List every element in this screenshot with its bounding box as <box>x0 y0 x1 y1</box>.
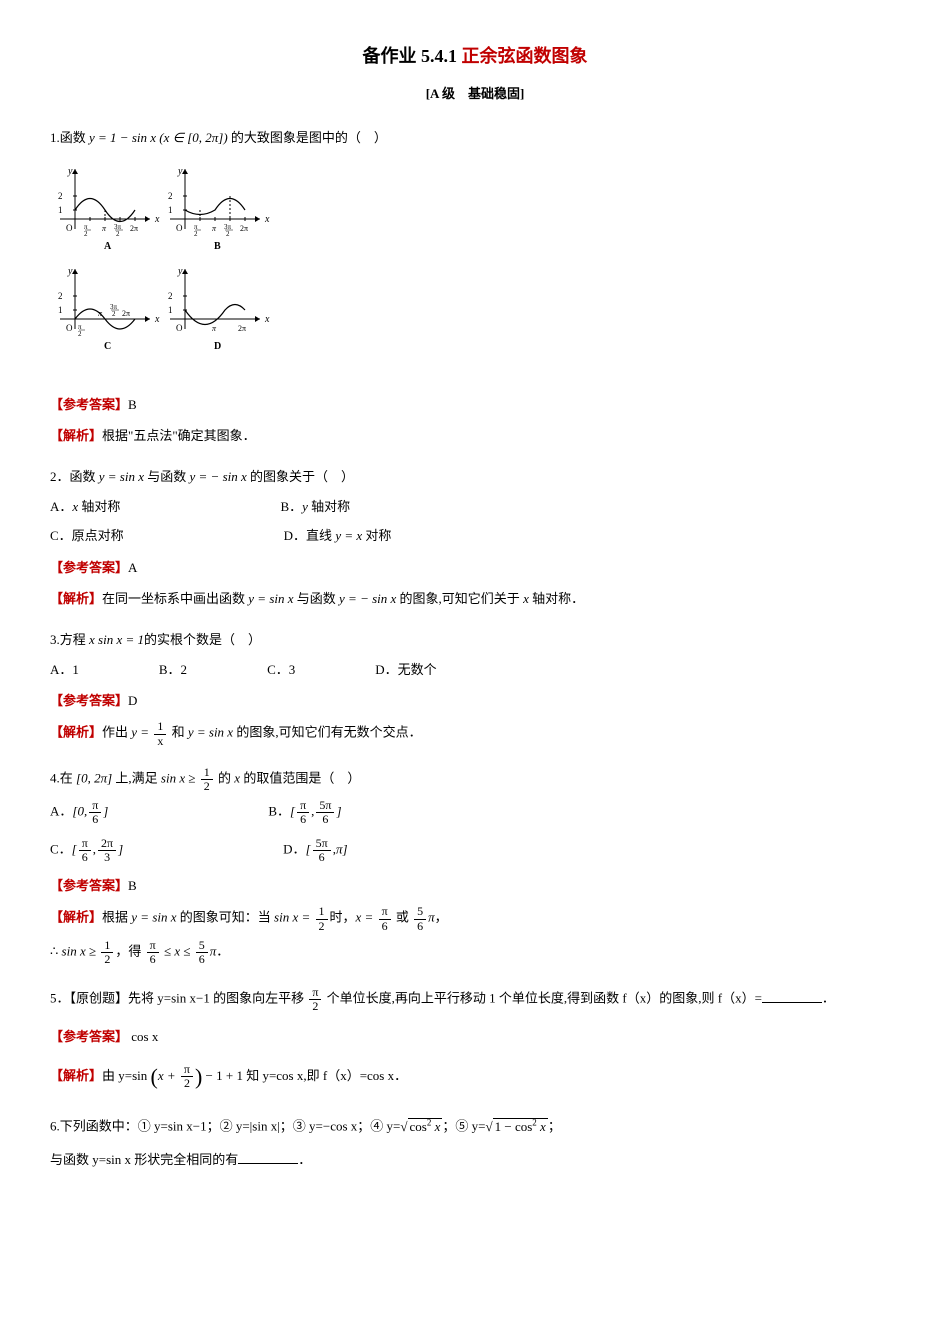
q3-answer: 【参考答案】D <box>50 689 900 712</box>
q5-analysis: 【解析】由 y=sin (x + π2) − 1 + 1 知 y=cos x,即… <box>50 1057 900 1097</box>
svg-text:1: 1 <box>58 305 63 315</box>
blank <box>762 990 822 1003</box>
svg-text:2: 2 <box>58 291 63 301</box>
analysis-label: 【解析】 <box>50 428 102 443</box>
svg-text:1: 1 <box>58 205 63 215</box>
svg-text:1: 1 <box>168 305 173 315</box>
q4-analysis-2: ∴ sin x ≥ 12，得 π6 ≤ x ≤ 56π． <box>50 939 900 966</box>
q2-optC: C．原点对称 <box>50 524 124 547</box>
svg-text:B: B <box>214 241 221 252</box>
q1-pre: 1.函数 <box>50 130 89 145</box>
svg-text:x: x <box>264 314 270 325</box>
svg-text:π: π <box>212 324 217 333</box>
q3-optB: B．2 <box>159 658 187 681</box>
svg-text:2: 2 <box>112 310 116 318</box>
q1-analysis: 【解析】根据"五点法"确定其图象． <box>50 424 900 447</box>
answer-label: 【参考答案】 <box>50 397 128 412</box>
blank <box>238 1151 298 1164</box>
svg-text:2: 2 <box>194 230 198 238</box>
svg-text:x: x <box>264 214 270 225</box>
svg-text:x: x <box>154 214 160 225</box>
q1-answer: 【参考答案】B <box>50 393 900 416</box>
svg-text:2π: 2π <box>122 309 130 318</box>
q4-optD: D．[5π6,π] <box>283 837 347 864</box>
q4-options: A．[0,π6] B．[π6,5π6] C．[π6,2π3] D．[5π6,π] <box>50 799 900 864</box>
q2-stem: 2．函数 y = sin x 与函数 y = − sin x 的图象关于（ ） <box>50 465 900 488</box>
svg-text:O: O <box>176 323 183 333</box>
q4-analysis: 【解析】根据 y = sin x 的图象可知：当 sin x = 12时，x =… <box>50 905 900 932</box>
svg-text:2π: 2π <box>130 224 138 233</box>
svg-text:y: y <box>67 266 73 277</box>
q5-answer: 【参考答案】 cos x <box>50 1025 900 1048</box>
svg-text:2: 2 <box>168 291 173 301</box>
svg-text:π: π <box>212 224 217 233</box>
svg-text:2: 2 <box>168 191 173 201</box>
title-prefix: 备作业 5.4.1 <box>363 46 462 66</box>
q4-stem: 4.在 [0, 2π] 上,满足 sin x ≥ 12 的 x 的取值范围是（ … <box>50 766 900 793</box>
q6-line2: 与函数 y=sin x 形状完全相同的有． <box>50 1148 900 1171</box>
svg-text:2: 2 <box>116 230 120 238</box>
svg-text:y: y <box>177 166 183 177</box>
q5-stem: 5．【原创题】先将 y=sin x−1 的图象向左平移 π2 个单位长度,再向上… <box>50 986 900 1013</box>
svg-text:x: x <box>154 314 160 325</box>
q3-optC: C．3 <box>267 658 295 681</box>
q1-stem: 1.函数 y = 1 − sin x (x ∈ [0, 2π]) 的大致图象是图… <box>50 126 900 149</box>
q1-post: 的大致图象是图中的（ ） <box>228 130 387 145</box>
q3-options: A．1 B．2 C．3 D．无数个 <box>50 658 900 681</box>
svg-text:2π: 2π <box>240 224 248 233</box>
q2-optD: D．直线 y = x 对称 <box>284 524 392 547</box>
q4-optB: B．[π6,5π6] <box>268 799 341 826</box>
q3-optD: D．无数个 <box>375 658 436 681</box>
subtitle: [A 级 基础稳固] <box>50 82 900 105</box>
svg-text:π: π <box>102 224 107 233</box>
svg-text:1: 1 <box>168 205 173 215</box>
svg-text:O: O <box>66 223 73 233</box>
svg-text:2: 2 <box>226 230 230 238</box>
q1-math: y = 1 − sin x (x ∈ [0, 2π]) <box>89 130 228 145</box>
svg-text:C: C <box>104 341 111 352</box>
title-main: 正余弦函数图象 <box>462 46 588 66</box>
q4-optA: A．[0,π6] <box>50 799 108 826</box>
q6-stem: 6.下列函数中：① y=sin x−1；② y=|sin x|；③ y=−cos… <box>50 1114 900 1138</box>
svg-text:O: O <box>66 323 73 333</box>
svg-text:2: 2 <box>58 191 63 201</box>
q3-analysis: 【解析】作出 y = 1x 和 y = sin x 的图象,可知它们有无数个交点… <box>50 720 900 747</box>
q2-analysis: 【解析】在同一坐标系中画出函数 y = sin x 与函数 y = − sin … <box>50 587 900 610</box>
q1-answer-val: B <box>128 397 137 412</box>
svg-text:A: A <box>104 241 112 252</box>
q2-answer: 【参考答案】A <box>50 556 900 579</box>
svg-text:2π: 2π <box>238 324 246 333</box>
q1-figure: x y O 1 2 π 2 π 3π 2 2π A x y O 1 2 <box>50 159 900 386</box>
q4-answer: 【参考答案】B <box>50 874 900 897</box>
svg-text:2: 2 <box>78 330 82 338</box>
svg-text:y: y <box>67 166 73 177</box>
svg-text:2: 2 <box>84 230 88 238</box>
q4-optC: C．[π6,2π3] <box>50 837 123 864</box>
q2-options: A．x 轴对称 B．y 轴对称 C．原点对称 D．直线 y = x 对称 <box>50 495 900 548</box>
svg-text:O: O <box>176 223 183 233</box>
q3-optA: A．1 <box>50 658 79 681</box>
q2-optB: B．y 轴对称 <box>280 495 350 518</box>
svg-text:D: D <box>214 341 221 352</box>
svg-text:y: y <box>177 266 183 277</box>
q3-stem: 3.方程 x sin x = 1的实根个数是（ ） <box>50 628 900 651</box>
page-title: 备作业 5.4.1 正余弦函数图象 <box>50 40 900 72</box>
q2-optA: A．x 轴对称 <box>50 495 120 518</box>
q1-ana-text: 根据"五点法"确定其图象． <box>102 428 256 443</box>
